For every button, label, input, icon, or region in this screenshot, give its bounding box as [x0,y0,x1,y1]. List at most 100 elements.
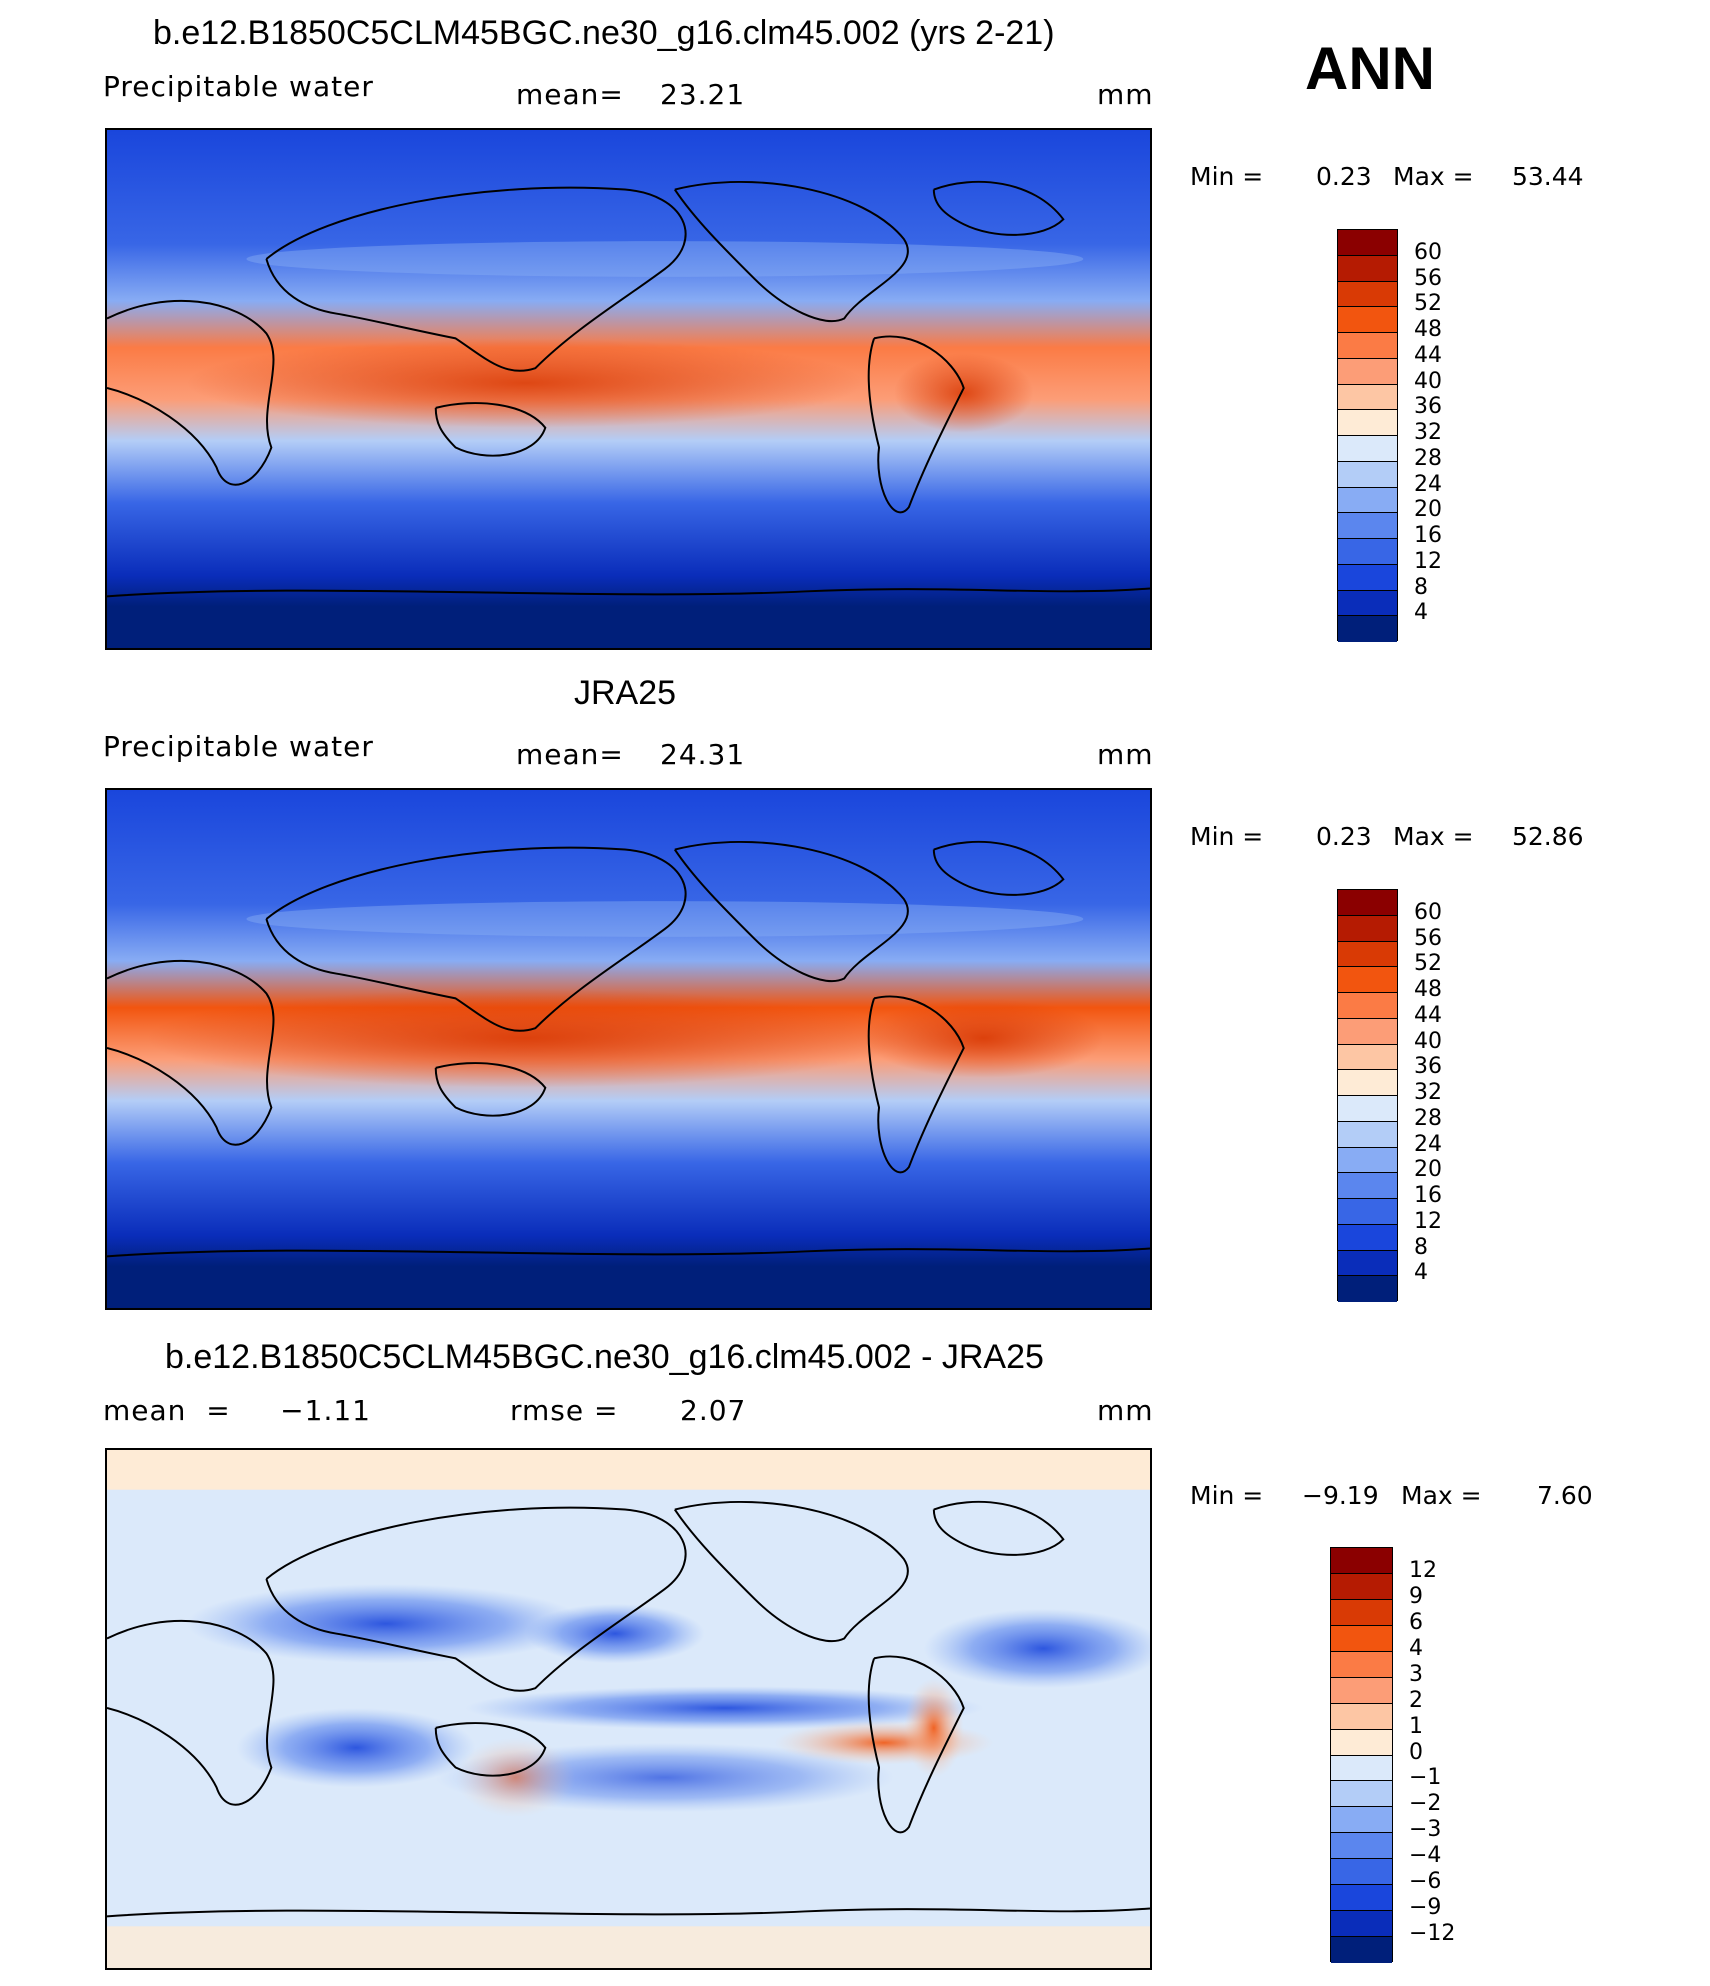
colorbar-swatch [1338,1096,1397,1122]
colorbar-tick-label: 40 [1414,1028,1442,1054]
panel-1-min-label: Min = [1190,162,1264,191]
panel-2-min-value: 0.23 [1316,822,1372,851]
colorbar-swatch [1338,616,1397,642]
colorbar-tick-label: 60 [1414,899,1442,925]
colorbar-swatch [1338,1147,1397,1174]
colorbar-tick-label: 16 [1414,523,1442,548]
colorbar-tick-label: 20 [1414,497,1442,523]
panel-1-map [105,128,1152,650]
colorbar-swatch [1338,941,1397,968]
colorbar-swatch [1338,384,1397,411]
colorbar-swatch [1331,1625,1392,1652]
colorbar-tick-label: 4 [1414,600,1428,626]
colorbar-swatch [1331,1859,1392,1886]
panel-2-title: JRA25 [574,674,677,712]
panel-2-min-label: Min = [1190,822,1264,851]
colorbar-swatch [1338,539,1397,565]
panel-3-map [105,1448,1152,1970]
season-label: ANN [1305,35,1435,102]
panel-1-colorbar [1337,229,1398,642]
colorbar-tick-label: 28 [1414,445,1442,471]
colorbar-swatch [1338,1044,1397,1071]
colorbar-tick-label: 36 [1414,1054,1442,1080]
colorbar-swatch [1338,1276,1397,1302]
panel-3-unit: mm [1097,1394,1154,1427]
colorbar-tick-label: 2 [1409,1687,1423,1713]
colorbar-swatch [1331,1807,1392,1834]
panel-3-max-value: 7.60 [1537,1481,1593,1510]
colorbar-swatch [1331,1651,1392,1678]
colorbar-tick-label: 0 [1409,1739,1423,1765]
colorbar-tick-label: −2 [1409,1791,1442,1817]
colorbar-swatch [1331,1937,1392,1963]
colorbar-tick-label: 12 [1409,1557,1437,1583]
colorbar-tick-label: 36 [1414,394,1442,420]
colorbar-swatch [1338,487,1397,514]
colorbar-swatch [1338,358,1397,385]
panel-2-map [105,788,1152,1310]
panel-1-title: b.e12.B1850C5CLM45BGC.ne30_g16.clm45.002… [153,14,1055,52]
colorbar-tick-label: 4 [1414,1260,1428,1286]
panel-3-max-label: Max = [1401,1481,1482,1510]
colorbar-tick-label: 60 [1414,239,1442,265]
colorbar-swatch [1338,1018,1397,1045]
colorbar-tick-label: 48 [1414,317,1442,342]
colorbar-tick-label: 12 [1414,548,1442,574]
colorbar-tick-label: 12 [1414,1208,1442,1234]
colorbar-tick-label: 52 [1414,951,1442,977]
colorbar-swatch [1338,513,1397,539]
colorbar-swatch [1338,1199,1397,1225]
colorbar-tick-label: 56 [1414,265,1442,291]
panel-1-mean-value: 23.21 [660,78,746,111]
panel-2-max-value: 52.86 [1512,822,1584,851]
colorbar-tick-label: 1 [1409,1713,1423,1739]
colorbar-swatch [1331,1729,1392,1756]
colorbar-swatch [1331,1833,1392,1860]
colorbar-tick-label: −9 [1409,1895,1442,1921]
colorbar-tick-label: −6 [1409,1869,1442,1895]
colorbar-tick-label: 52 [1414,291,1442,317]
colorbar-tick-label: 6 [1409,1609,1423,1635]
colorbar-tick-label: 8 [1414,574,1428,600]
panel-3-title: b.e12.B1850C5CLM45BGC.ne30_g16.clm45.002… [165,1338,1044,1376]
colorbar-swatch [1338,993,1397,1019]
colorbar-swatch [1331,1781,1392,1808]
colorbar-tick-label: 56 [1414,925,1442,951]
panel-3-rmse-label: rmse = [510,1394,619,1427]
panel-2-mean-value: 24.31 [660,738,746,771]
colorbar-swatch [1331,1573,1392,1600]
colorbar-tick-label: 44 [1414,342,1442,368]
panel-1-mean-label: mean= [516,78,624,111]
colorbar-swatch [1338,915,1397,942]
colorbar-tick-label: −12 [1409,1921,1456,1947]
colorbar-tick-label: 28 [1414,1105,1442,1131]
panel-1-max-label: Max = [1393,162,1474,191]
colorbar-swatch [1338,564,1397,591]
panel-3-min-label: Min = [1190,1481,1264,1510]
colorbar-swatch [1331,1911,1392,1938]
colorbar-tick-label: −3 [1409,1817,1442,1843]
colorbar-tick-label: 32 [1414,420,1442,445]
panel-2-max-label: Max = [1393,822,1474,851]
colorbar-swatch [1338,590,1397,617]
colorbar-swatch [1331,1599,1392,1626]
colorbar-tick-label: −4 [1409,1843,1442,1869]
panel-2-colorbar [1337,889,1398,1302]
colorbar-tick-label: 8 [1414,1234,1428,1260]
colorbar-swatch [1338,333,1397,359]
colorbar-swatch [1331,1677,1392,1704]
colorbar-tick-label: 44 [1414,1002,1442,1028]
colorbar-swatch [1338,1250,1397,1277]
colorbar-tick-label: 32 [1414,1080,1442,1105]
colorbar-swatch [1331,1703,1392,1730]
panel-2-unit: mm [1097,738,1154,771]
colorbar-swatch [1338,436,1397,462]
panel-1-min-value: 0.23 [1316,162,1372,191]
panel-3-mean-label: mean = −1.11 [103,1394,371,1427]
colorbar-swatch [1338,255,1397,282]
panel-3-rmse-value: 2.07 [680,1394,747,1427]
colorbar-tick-label: 24 [1414,471,1442,497]
colorbar-swatch [1331,1755,1392,1782]
colorbar-tick-label: 24 [1414,1131,1442,1157]
colorbar-swatch [1338,461,1397,488]
